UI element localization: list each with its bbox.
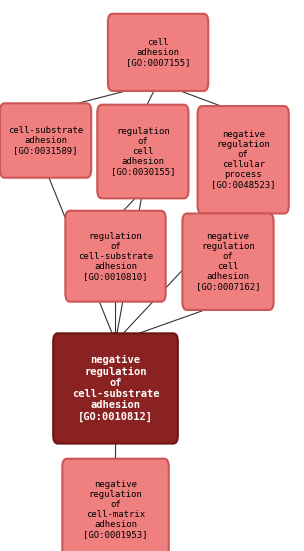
- Text: cell
adhesion
[GO:0007155]: cell adhesion [GO:0007155]: [126, 38, 190, 67]
- Text: negative
regulation
of
cellular
process
[GO:0048523]: negative regulation of cellular process …: [211, 130, 275, 190]
- Text: negative
regulation
of
cell
adhesion
[GO:0007162]: negative regulation of cell adhesion [GO…: [196, 232, 260, 291]
- Text: regulation
of
cell
adhesion
[GO:0030155]: regulation of cell adhesion [GO:0030155]: [111, 127, 175, 176]
- FancyBboxPatch shape: [97, 105, 188, 198]
- FancyBboxPatch shape: [53, 333, 178, 444]
- FancyBboxPatch shape: [198, 106, 289, 214]
- FancyBboxPatch shape: [65, 211, 166, 302]
- Text: negative
regulation
of
cell-matrix
adhesion
[GO:0001953]: negative regulation of cell-matrix adhes…: [83, 480, 148, 539]
- FancyBboxPatch shape: [0, 104, 91, 177]
- FancyBboxPatch shape: [62, 458, 169, 551]
- FancyBboxPatch shape: [182, 213, 274, 310]
- Text: regulation
of
cell-substrate
adhesion
[GO:0010810]: regulation of cell-substrate adhesion [G…: [78, 231, 153, 281]
- FancyBboxPatch shape: [108, 14, 208, 91]
- Text: negative
regulation
of
cell-substrate
adhesion
[GO:0010812]: negative regulation of cell-substrate ad…: [72, 355, 159, 422]
- Text: cell-substrate
adhesion
[GO:0031589]: cell-substrate adhesion [GO:0031589]: [8, 126, 83, 155]
